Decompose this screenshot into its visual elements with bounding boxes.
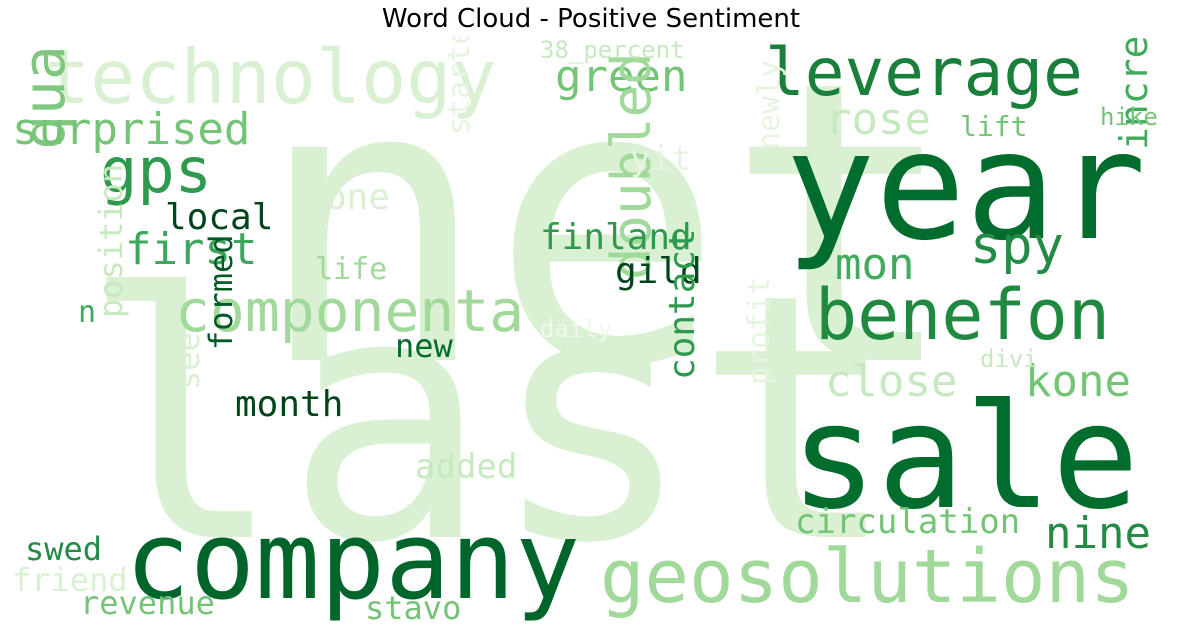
word-divi: divi [980,345,1038,373]
word-life: life [315,252,388,287]
word-added: added [415,447,518,487]
word-revenue: revenue [80,584,215,622]
word-month: month [235,384,344,425]
word-swed: swed [25,530,103,568]
word-lift: lift [960,110,1028,143]
word-gps: gps [100,134,212,207]
word-net: net [255,36,960,452]
word-hike: hike [1100,103,1158,131]
word-leverage: leverage [765,36,1083,111]
word-technology: technology [45,36,497,121]
word-profit: profit [742,276,777,385]
word-last: last [80,222,899,618]
word-cloud: net last year sale company technology ge… [12,36,1170,626]
word-newly: newly [752,59,787,150]
word-formed: formed [202,234,240,350]
word-circulation: circulation [795,502,1021,542]
word-close: close [825,356,958,407]
word-mon: mon [835,239,915,290]
word-local: local [165,197,274,238]
word-spy: spy [970,216,1064,276]
word-38-percent: 38_percent [540,36,685,64]
word-friend: friend [12,561,128,599]
word-sale: sale [790,373,1140,542]
word-increased: increased [1112,36,1156,150]
word-nine: nine [1045,508,1151,559]
word-year: year [785,100,1147,274]
word-n: n [78,295,97,330]
word-daily: daily [540,315,613,343]
word-started: started [442,36,477,135]
word-company: company [125,499,581,624]
page-title: Word Cloud - Positive Sentiment [381,4,801,34]
word-benefon: benefon [815,274,1111,356]
word-one: one [325,177,391,218]
word-rose: rose [825,94,931,145]
word-stavo: stavo [365,589,462,626]
word-green: green [555,51,688,102]
word-finland: finland [540,217,692,258]
word-componenta: componenta [175,277,525,345]
word-surprised: surprised [12,104,251,155]
word-yit: yit [630,139,692,179]
word-see: see [169,332,207,390]
word-kone: kone [1025,356,1131,407]
word-new: new [395,327,453,365]
word-position: position [92,163,130,318]
word-contact: contact [662,228,703,380]
word-gild: gild [615,251,702,292]
word-geosolutions: geosolutions [600,534,1135,620]
word-first: first [125,224,258,275]
